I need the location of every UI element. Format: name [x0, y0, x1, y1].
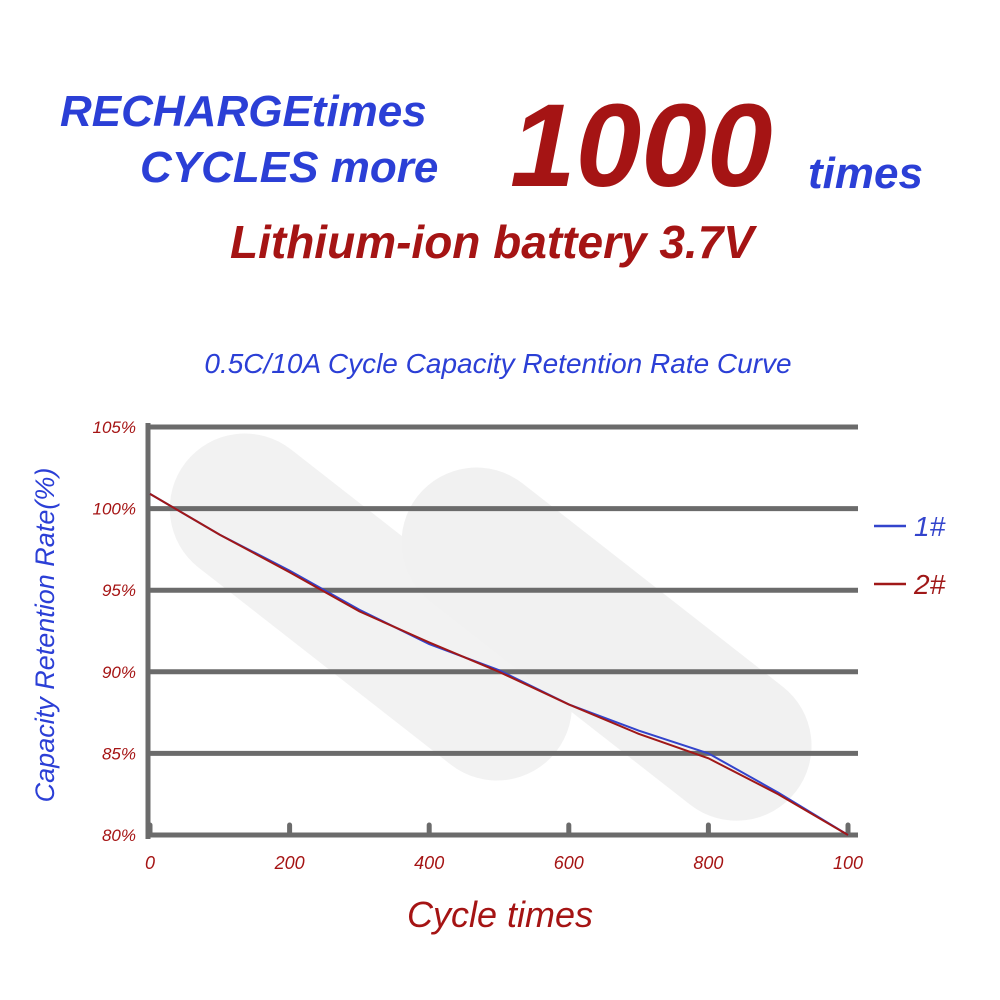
x-tick-label: 800: [693, 853, 723, 873]
y-tick-label: 90%: [102, 663, 136, 682]
header-line: CYCLES more: [140, 143, 438, 192]
x-axis-label: Cycle times: [407, 894, 593, 935]
x-tick-label: 600: [554, 853, 584, 873]
y-tick-label: 95%: [102, 581, 136, 600]
cylinder: [401, 467, 812, 821]
plot: 80% 85% 90% 95% 100% 105% 0 200 400 600 800 100 1# 2#: [93, 418, 946, 873]
big-number: 1000: [510, 80, 773, 212]
series-line: [149, 493, 849, 836]
chart-title: 0.5C/10A Cycle Capacity Retention Rate C…: [204, 348, 791, 379]
x-tick-label: 200: [274, 853, 305, 873]
x-tick-label: 400: [414, 853, 444, 873]
cylinder: [169, 433, 572, 781]
y-tick-label: 105%: [93, 418, 136, 437]
y-tick-label: 85%: [102, 744, 136, 763]
background-cylinders: [169, 433, 812, 821]
y-tick-label: 80%: [102, 826, 136, 845]
y-tick-label: 100%: [93, 500, 136, 519]
subtitle: Lithium-ion battery 3.7V: [230, 216, 757, 268]
legend-label: 1#: [914, 511, 946, 542]
header-suffix: times: [808, 149, 923, 198]
x-tick-label: 100: [833, 853, 863, 873]
y-axis-label: Capacity Retention Rate(%): [30, 468, 60, 803]
legend-label: 2#: [913, 569, 946, 600]
x-tick-label: 0: [145, 853, 155, 873]
header-line: RECHARGEtimes: [60, 87, 427, 136]
